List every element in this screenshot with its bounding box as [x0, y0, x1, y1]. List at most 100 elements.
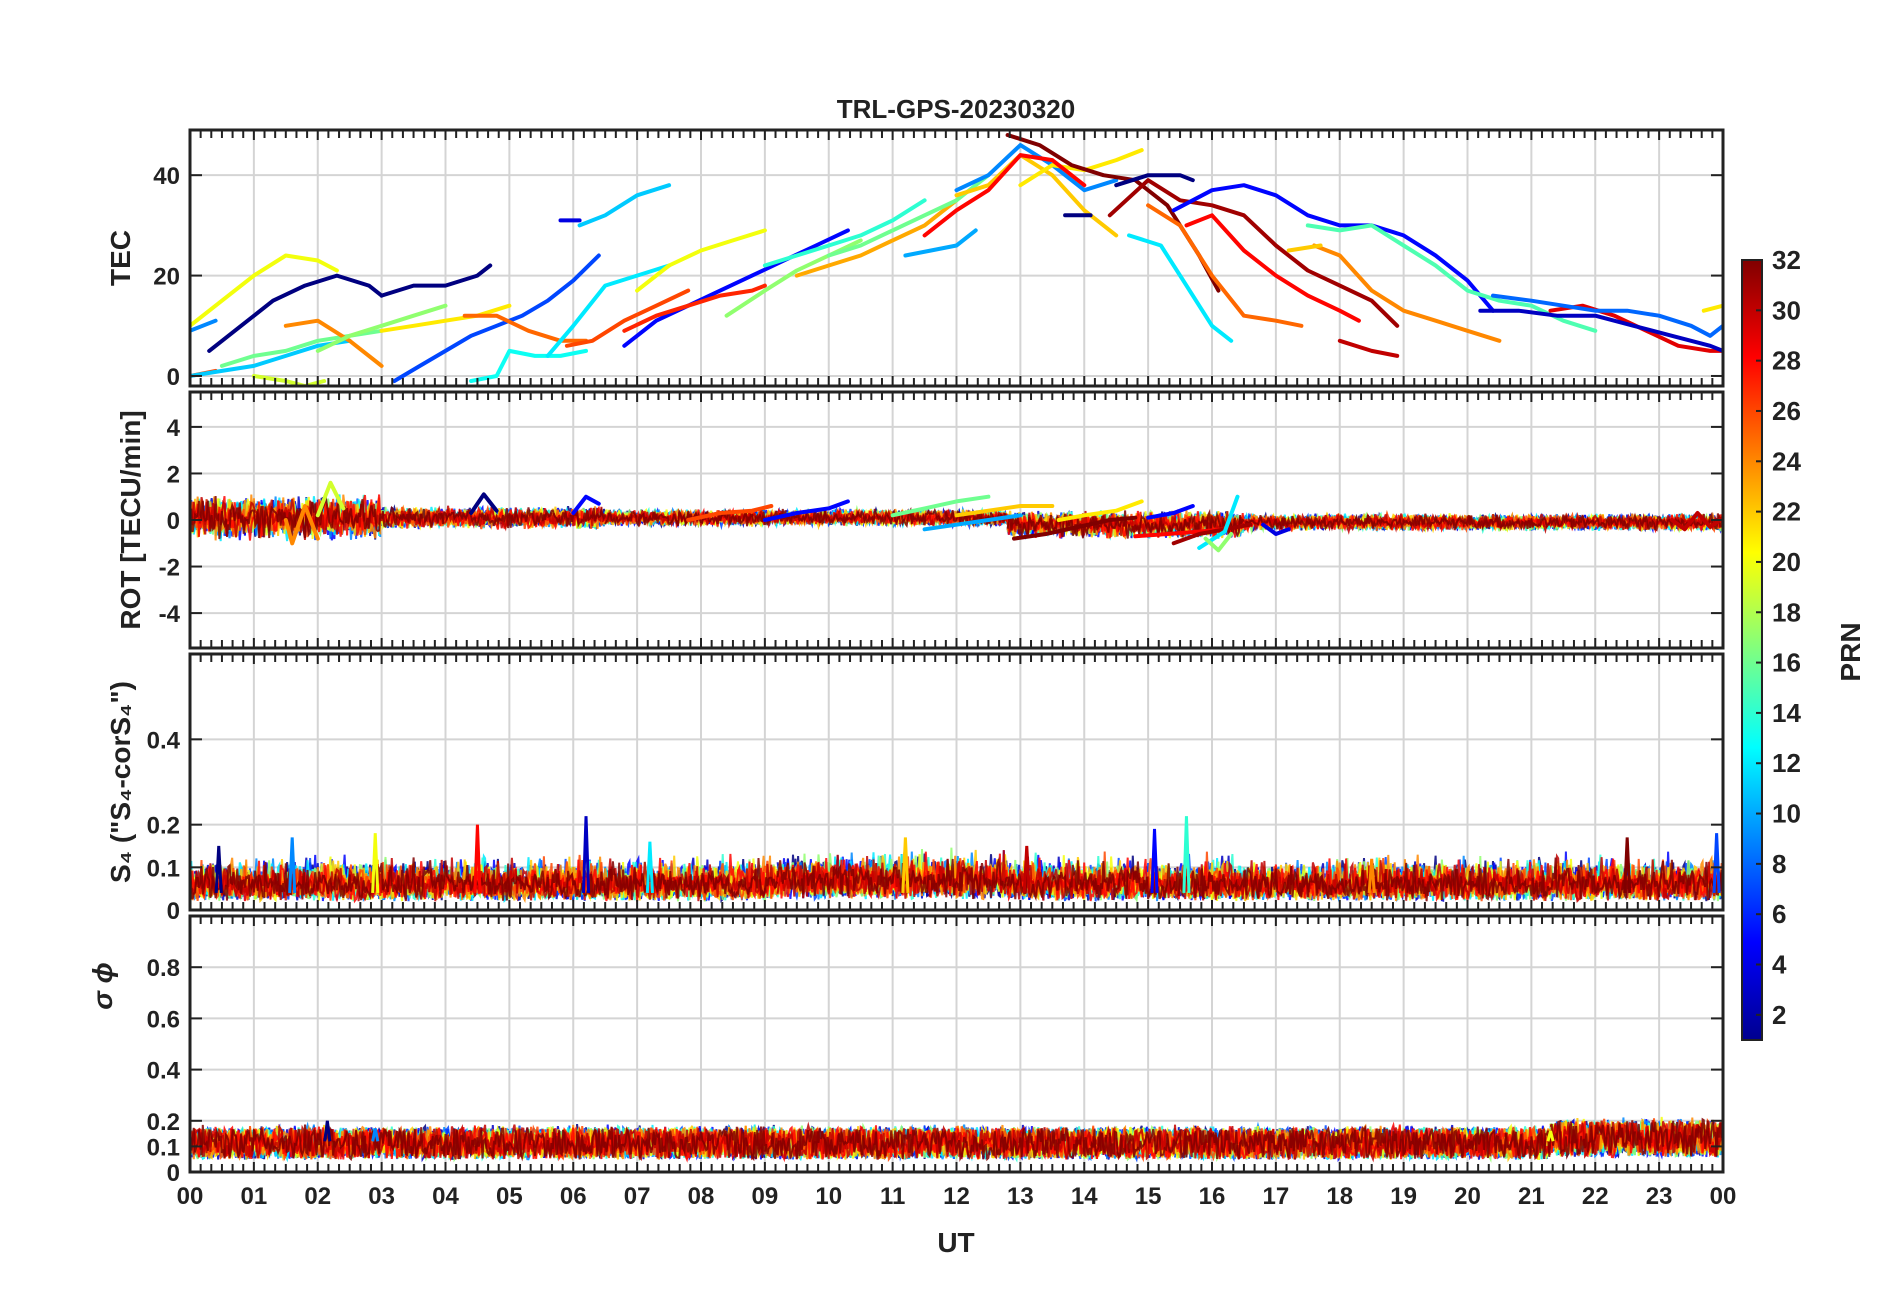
y-axis-label: S₄ ("S₄-corS₄") — [105, 681, 136, 883]
x-tick-label: 06 — [560, 1183, 587, 1210]
noise-trace — [776, 850, 1009, 900]
series-line-prn-31 — [1171, 522, 1253, 546]
x-axis-label: UT — [937, 1227, 974, 1258]
series-line-prn-25 — [1146, 203, 1304, 328]
y-tick-label: 0 — [167, 898, 180, 925]
peak-mark — [1022, 845, 1031, 894]
series-line-prn-16 — [826, 173, 991, 258]
colorbar-tick-label: 26 — [1772, 396, 1801, 426]
series-line-prn-22 — [954, 504, 1055, 518]
series-line-prn-25 — [462, 313, 588, 343]
series-line-prn-12 — [1127, 233, 1234, 343]
series-line-prn-20 — [190, 253, 339, 328]
peak-mark — [1623, 837, 1632, 894]
noise-trace — [1006, 508, 1245, 539]
peak-mark — [473, 824, 482, 893]
x-tick-label: 05 — [496, 1183, 523, 1210]
peak-mark — [1150, 828, 1159, 893]
series-line-prn-7 — [392, 253, 601, 383]
series-line-prn-5 — [1146, 504, 1195, 520]
colorbar-tick-label: 28 — [1772, 346, 1801, 376]
y-tick-label: 0.1 — [147, 855, 180, 882]
series-line-prn-28 — [1184, 213, 1361, 323]
colorbar-tick-label: 2 — [1772, 1000, 1786, 1030]
colorbar-tick-label: 12 — [1772, 748, 1801, 778]
y-tick-label: 0.8 — [147, 955, 180, 982]
colorbar-tick-label: 32 — [1772, 245, 1801, 275]
series-line-prn-31 — [1107, 178, 1400, 328]
x-tick-label: 15 — [1135, 1183, 1162, 1210]
peak-mark — [1182, 816, 1191, 893]
series-line-prn-27 — [622, 283, 767, 333]
series-line-prn-14 — [762, 198, 927, 268]
series-line-prn-3 — [1478, 308, 1723, 353]
series-line-prn-1 — [469, 492, 499, 515]
peak-mark — [1546, 1130, 1555, 1142]
series-line-prn-24 — [283, 504, 320, 546]
series-line-prn-1 — [1114, 173, 1195, 188]
x-tick-label: 02 — [304, 1183, 331, 1210]
data-layer — [190, 816, 1723, 904]
noise-trace — [190, 1124, 1552, 1163]
y-axis-label: ROT [TECU/min] — [115, 410, 146, 629]
noise-trace — [604, 507, 1009, 529]
noise-trace — [776, 856, 1009, 900]
series-line-prn-24 — [1312, 243, 1502, 343]
x-tick-label: 17 — [1263, 1183, 1290, 1210]
x-tick-label: 19 — [1390, 1183, 1417, 1210]
peak-mark — [214, 845, 223, 894]
series-line-prn-9 — [954, 143, 1119, 193]
colorbar-tick-label: 22 — [1772, 497, 1801, 527]
y-tick-label: 2 — [167, 461, 180, 488]
colorbar-tick-label: 8 — [1772, 849, 1786, 879]
x-tick-label: 22 — [1582, 1183, 1609, 1210]
x-tick-label: 01 — [241, 1183, 268, 1210]
colorbar-tick-label: 6 — [1772, 899, 1786, 929]
colorbar-tick-label: 30 — [1772, 295, 1801, 325]
y-tick-label: -2 — [159, 555, 180, 582]
chart-title: TRL-GPS-20230320 — [837, 94, 1075, 124]
colorbar-tick-label: 14 — [1772, 698, 1801, 728]
panel-tec: 0 20 40 TEC — [105, 128, 1725, 391]
x-tick-label: 00 — [1710, 1183, 1737, 1210]
y-tick-label: 0 — [167, 364, 180, 391]
y-tick-label: 0.2 — [147, 1109, 180, 1136]
x-tick-label: 07 — [624, 1183, 651, 1210]
x-tick-label: 14 — [1071, 1183, 1098, 1210]
series-line-prn-5 — [762, 499, 850, 522]
series-line-prn-26 — [686, 504, 774, 522]
x-tick-label: 00 — [177, 1183, 204, 1210]
colorbar-tick-label: 24 — [1772, 446, 1801, 476]
series-line-prn-17 — [1203, 532, 1234, 553]
peak-mark — [645, 841, 654, 894]
series-line-prn-26 — [564, 288, 691, 348]
y-tick-label: 0.1 — [147, 1134, 180, 1161]
series-line-prn-21 — [1056, 499, 1144, 522]
noise-trace — [190, 495, 382, 540]
peak-mark — [323, 1120, 332, 1142]
y-tick-label: 20 — [153, 264, 180, 291]
series-line-prn-23 — [794, 198, 959, 278]
series-line-prn-20 — [635, 228, 767, 293]
series-line-prn-9 — [190, 318, 218, 333]
series-line-prn-4 — [1261, 522, 1291, 536]
x-tick-label: 13 — [1007, 1183, 1034, 1210]
series-line-prn-30 — [1337, 338, 1400, 358]
data-layer — [190, 133, 1723, 386]
series-line-prn-13 — [469, 348, 588, 383]
y-axis-label: σ ϕ — [87, 962, 118, 1010]
colorbar-gradient — [1741, 259, 1763, 1041]
y-axis-label: TEC — [105, 230, 136, 286]
series-line-prn-1 — [207, 273, 384, 353]
series-line-prn-5 — [622, 228, 850, 348]
series-line-prn-30 — [1669, 511, 1723, 532]
x-tick-label: 21 — [1518, 1183, 1545, 1210]
y-tick-label: 0.4 — [147, 727, 181, 754]
colorbar-tick-label: 4 — [1772, 950, 1787, 980]
y-tick-label: 0.6 — [147, 1006, 180, 1033]
series-line-prn-1 — [379, 263, 493, 298]
panel-s4: 0 0.1 0.2 0.4 S₄ ("S₄-corS₄") — [105, 652, 1725, 925]
series-line-prn-5 — [1171, 183, 1495, 313]
peak-mark — [1712, 833, 1721, 893]
